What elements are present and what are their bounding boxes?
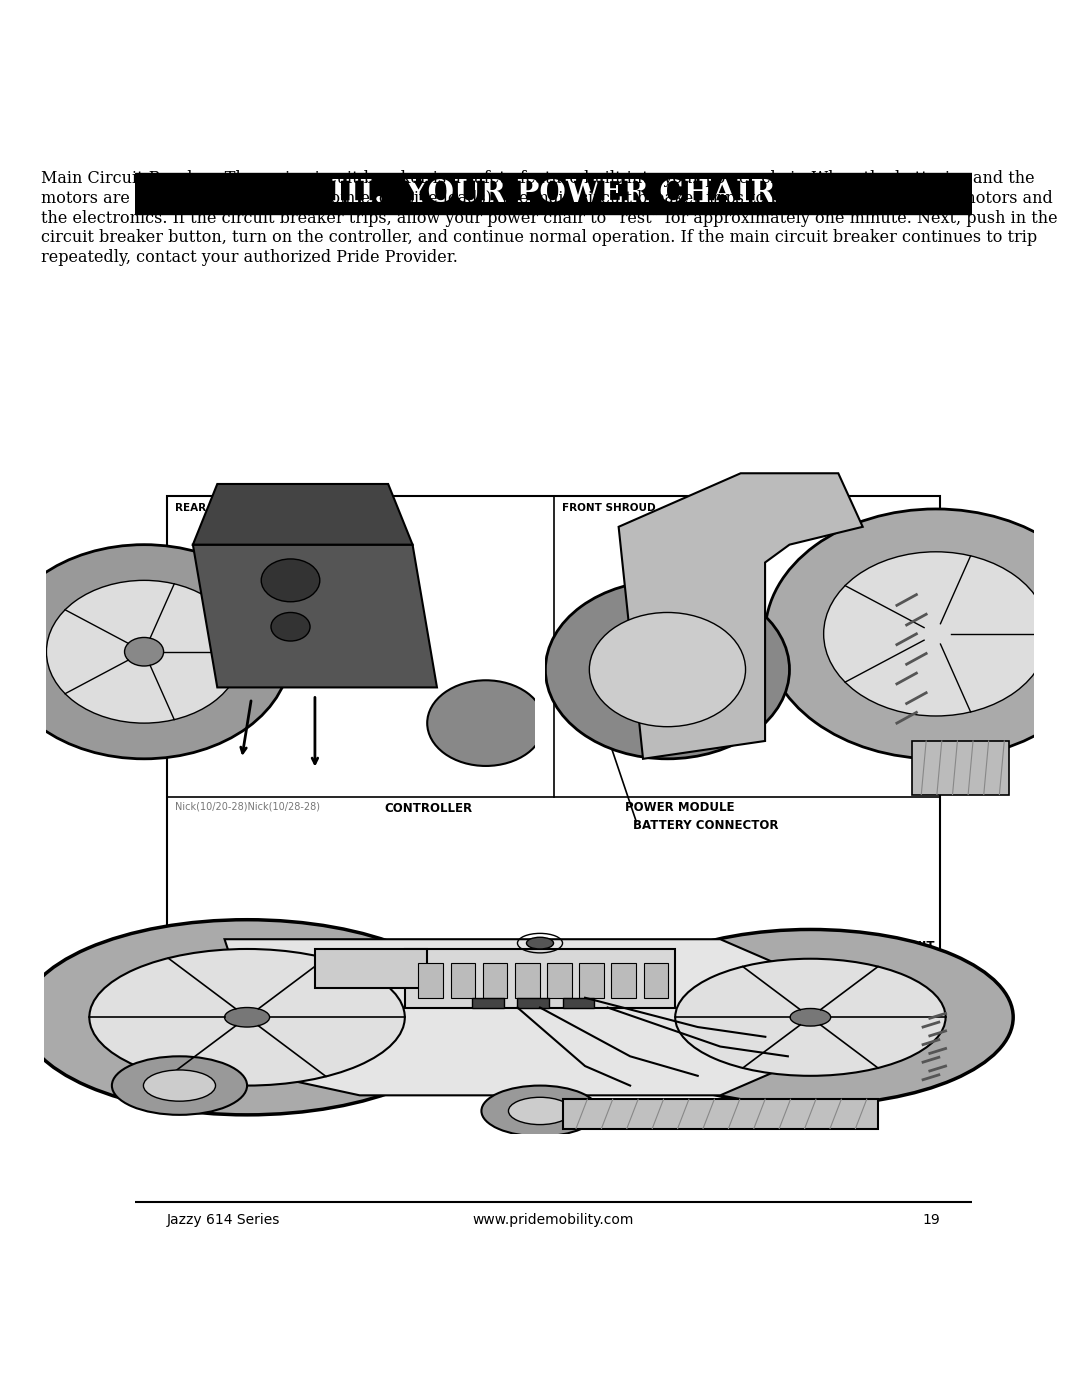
Text: III.  YOUR POWER CHAIR: III. YOUR POWER CHAIR (332, 177, 775, 210)
Circle shape (90, 949, 405, 1085)
Polygon shape (912, 740, 1009, 795)
Text: MOTOR CONNECTORS: MOTOR CONNECTORS (704, 1000, 849, 1013)
Circle shape (608, 929, 1013, 1105)
Bar (314, 949, 428, 988)
Bar (483, 963, 508, 997)
Text: Main Circuit Breaker: The main circuit breaker is a safety feature built into yo: Main Circuit Breaker: The main circuit b… (41, 170, 1057, 265)
Circle shape (675, 958, 946, 1076)
Text: www.pridemobility.com: www.pridemobility.com (473, 1213, 634, 1227)
Text: Nick(10/20-28)Nick(10/28-28): Nick(10/20-28)Nick(10/28-28) (175, 802, 320, 812)
Bar (472, 997, 504, 1007)
Bar (405, 949, 675, 1007)
Text: POWER MODULE: POWER MODULE (624, 800, 734, 813)
Polygon shape (193, 483, 413, 545)
Circle shape (144, 1070, 216, 1101)
Bar (611, 963, 636, 997)
Circle shape (545, 580, 789, 759)
Bar (563, 997, 594, 1007)
Circle shape (791, 1009, 831, 1025)
Text: CONTROLLER: CONTROLLER (383, 802, 472, 814)
Circle shape (590, 612, 745, 726)
Bar (135, 173, 972, 214)
Circle shape (482, 1085, 598, 1136)
Bar (450, 963, 475, 997)
Bar (579, 963, 604, 997)
Bar (548, 963, 572, 997)
Circle shape (824, 552, 1049, 717)
Polygon shape (619, 474, 863, 759)
Bar (515, 963, 540, 997)
Polygon shape (193, 545, 437, 687)
Bar (517, 997, 549, 1007)
Bar (563, 1099, 878, 1129)
Text: MAIN CIRCUIT
BREAKER: MAIN CIRCUIT BREAKER (842, 940, 935, 968)
Circle shape (526, 937, 554, 949)
Bar (166, 496, 941, 1045)
Circle shape (509, 1097, 571, 1125)
Circle shape (428, 680, 544, 766)
Circle shape (765, 509, 1080, 759)
Text: FRONT SHROUD: FRONT SHROUD (562, 503, 656, 513)
Polygon shape (225, 939, 810, 1095)
Circle shape (261, 559, 320, 602)
Circle shape (22, 919, 472, 1115)
Bar (418, 963, 443, 997)
Text: 19: 19 (922, 1213, 941, 1227)
Bar (644, 963, 669, 997)
Circle shape (0, 545, 291, 759)
Text: Figure 7. Jazzy 614 Series Electrical Components: Figure 7. Jazzy 614 Series Electrical Co… (166, 1067, 570, 1083)
Text: Jazzy 614 Series: Jazzy 614 Series (166, 1213, 280, 1227)
Text: REAR SHROUD REMOVAL: REAR SHROUD REMOVAL (175, 503, 320, 513)
Circle shape (271, 612, 310, 641)
Circle shape (46, 580, 242, 724)
Circle shape (225, 1007, 270, 1027)
Text: BATTERY CONNECTOR: BATTERY CONNECTOR (633, 819, 779, 833)
Circle shape (112, 1056, 247, 1115)
Circle shape (124, 637, 163, 666)
